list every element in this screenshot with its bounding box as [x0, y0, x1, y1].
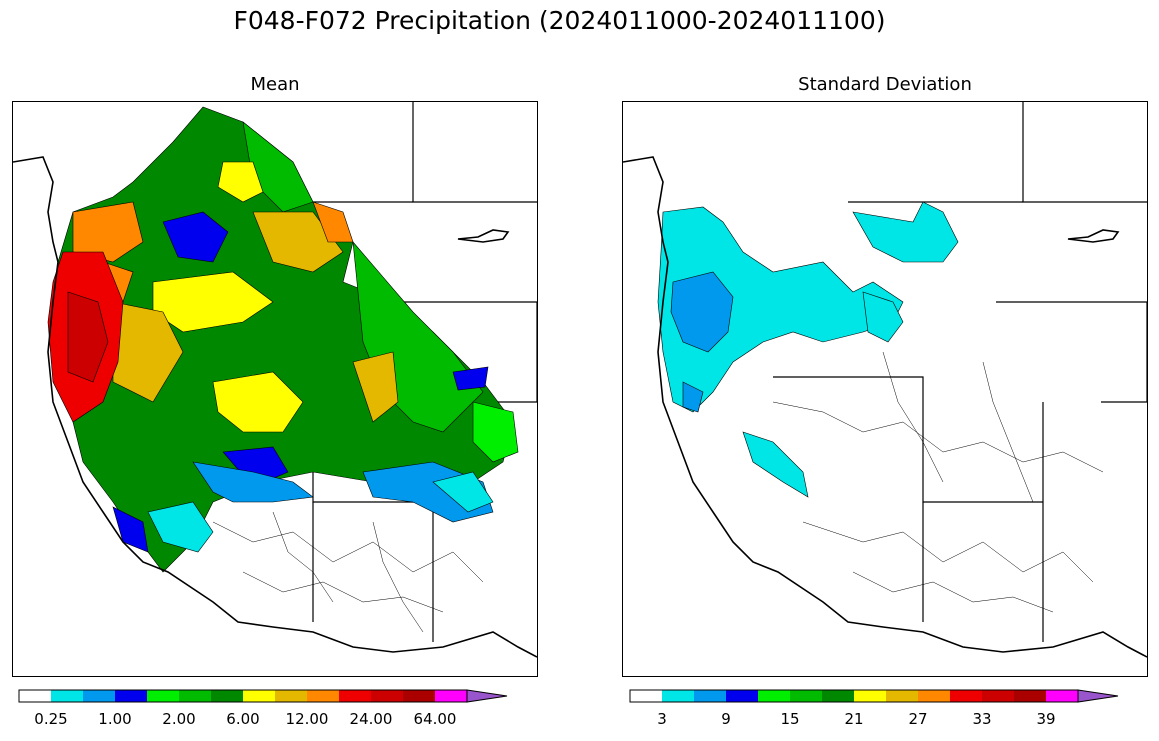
- mean-colorbar-swatches: [18, 689, 508, 703]
- mean-map: [12, 101, 538, 677]
- colorbar-swatch: [243, 690, 275, 702]
- colorbar-swatch: [950, 690, 982, 702]
- colorbar-tick-label: 64.00: [413, 710, 457, 728]
- colorbar-tick-label: 1.00: [98, 710, 132, 728]
- colorbar-swatch: [211, 690, 243, 702]
- colorbar-tick-label: 24.00: [349, 710, 393, 728]
- colorbar-swatch: [403, 690, 435, 702]
- colorbar-swatch: [339, 690, 371, 702]
- great-salt-lake: [457, 229, 510, 243]
- colorbar-swatch: [790, 690, 822, 702]
- colorbar-swatch: [982, 690, 1014, 702]
- colorbar-swatch: [1046, 690, 1078, 702]
- colorbar-swatch: [19, 690, 51, 702]
- colorbar-swatch: [918, 690, 950, 702]
- colorbar-tick-label: 27: [908, 710, 928, 728]
- coastline: [13, 156, 537, 658]
- colorbar-swatch: [147, 690, 179, 702]
- mean-precip-regions: [47, 106, 519, 573]
- colorbar-extend-arrow: [1077, 689, 1119, 703]
- stddev-panel-title: Standard Deviation: [798, 74, 972, 95]
- colorbar-tick-label: 15: [780, 710, 800, 728]
- colorbar-swatch: [83, 690, 115, 702]
- colorbar-swatch: [307, 690, 339, 702]
- colorbar-swatch: [1014, 690, 1046, 702]
- colorbar-tick-label: 21: [844, 710, 864, 728]
- colorbar-tick-label: 12.00: [285, 710, 329, 728]
- colorbar-swatch: [179, 690, 211, 702]
- colorbar-tick-label: 2.00: [162, 710, 196, 728]
- mean-colorbar: [18, 688, 533, 708]
- mean-panel-title: Mean: [250, 74, 300, 95]
- colorbar-swatch: [51, 690, 83, 702]
- stddev-regions: [657, 201, 959, 498]
- colorbar-swatch: [275, 690, 307, 702]
- colorbar-swatch: [822, 690, 854, 702]
- stddev-colorbar: [629, 688, 1144, 708]
- colorbar-tick-label: 3: [657, 710, 667, 728]
- colorbar-tick-label: 6.00: [226, 710, 260, 728]
- stddev-colorbar-swatches: [629, 689, 1119, 703]
- state-boundaries: [773, 102, 1147, 642]
- great-salt-lake: [1067, 229, 1120, 243]
- colorbar-swatch: [115, 690, 147, 702]
- colorbar-swatch: [886, 690, 918, 702]
- stddev-map: [622, 101, 1148, 677]
- colorbar-swatch: [758, 690, 790, 702]
- colorbar-tick-label: 9: [721, 710, 731, 728]
- figure-title: F048-F072 Precipitation (2024011000-2024…: [233, 6, 886, 35]
- basin-outlines: [212, 511, 484, 633]
- colorbar-swatch: [630, 690, 662, 702]
- colorbar-swatch: [371, 690, 403, 702]
- colorbar-swatch: [726, 690, 758, 702]
- colorbar-swatch: [854, 690, 886, 702]
- colorbar-swatch: [662, 690, 694, 702]
- colorbar-swatch: [435, 690, 467, 702]
- colorbar-extend-arrow: [466, 689, 508, 703]
- colorbar-tick-label: 33: [972, 710, 992, 728]
- basin-outlines: [772, 351, 1104, 613]
- colorbar-tick-label: 0.25: [34, 710, 68, 728]
- colorbar-swatch: [694, 690, 726, 702]
- coastline: [623, 156, 1147, 658]
- colorbar-tick-label: 39: [1036, 710, 1056, 728]
